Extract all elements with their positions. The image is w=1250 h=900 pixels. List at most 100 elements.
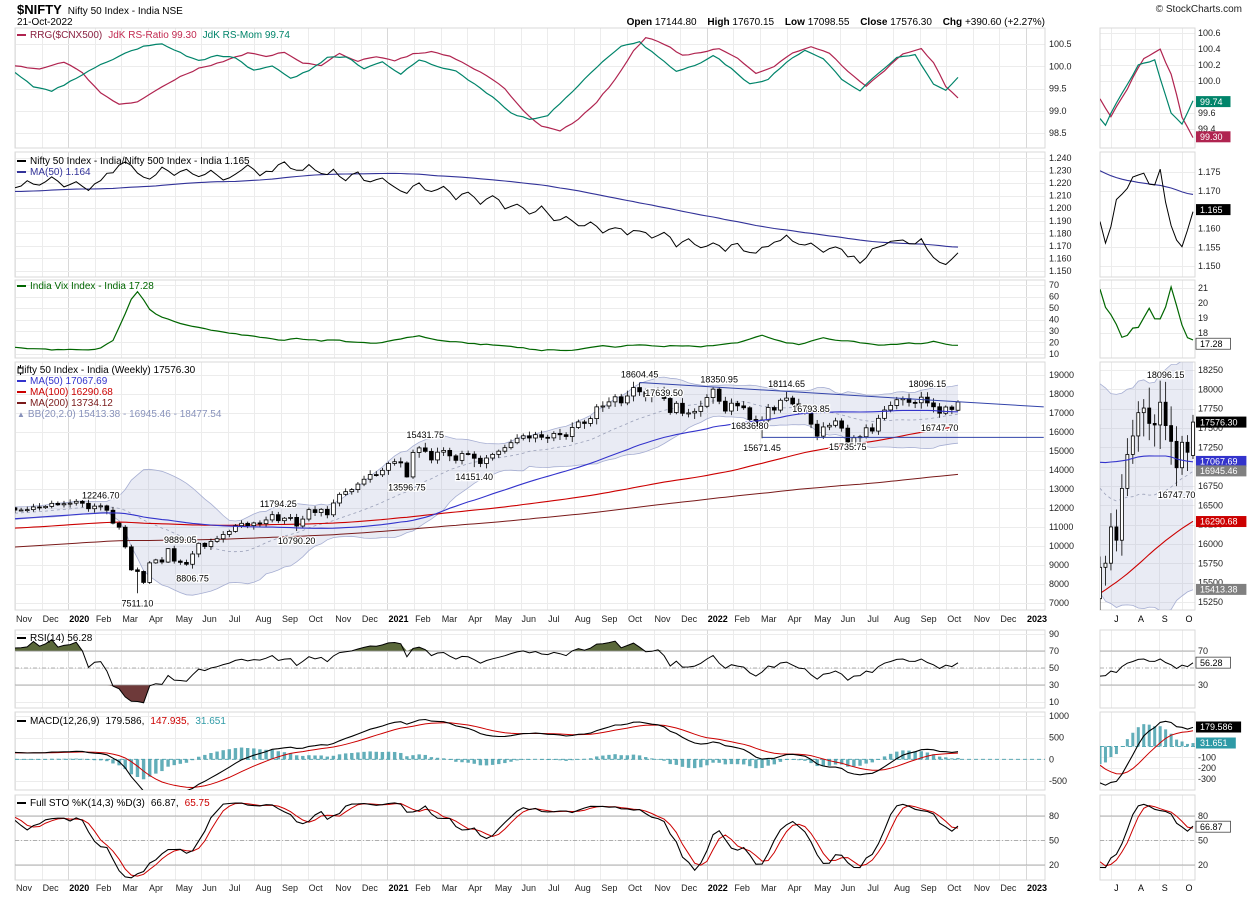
- x-month-label: Oct: [947, 614, 962, 624]
- y-tick-label: 15000: [1049, 446, 1074, 456]
- y-tick-label: 1.180: [1049, 228, 1072, 238]
- y-tick-label: 13000: [1049, 484, 1074, 494]
- y-tick-label: 19000: [1049, 370, 1074, 380]
- high-label: High: [707, 17, 730, 28]
- value-box-label: 66.87: [1200, 822, 1223, 832]
- value-box-label: 179.586: [1200, 722, 1233, 732]
- bb-lower: [1100, 589, 1194, 610]
- macd-signal-line: [1100, 730, 1194, 775]
- y-tick-label: 0: [1049, 754, 1054, 764]
- bb-lower: [15, 415, 959, 596]
- x-month-label: Dec: [681, 883, 698, 893]
- value-box: [1196, 516, 1247, 528]
- y-tick-label: 70: [1049, 646, 1059, 656]
- x-month-label: O: [1185, 883, 1192, 893]
- value-box: [1196, 721, 1242, 733]
- mini-y-tick-label: 15250: [1198, 597, 1223, 607]
- mini-y-tick-label: 19: [1198, 313, 1208, 323]
- y-tick-label: 7000: [1049, 598, 1069, 608]
- price-annotation: 16793.85: [792, 404, 830, 414]
- bb-band-fill: [15, 377, 958, 596]
- y-tick-label: 1.240: [1049, 153, 1072, 163]
- price-annotation: 8806.75: [176, 574, 209, 584]
- mini-y-tick-label: 99.4: [1198, 124, 1216, 134]
- ma100-line: [1100, 520, 1194, 594]
- panel-rrg-main: [15, 37, 959, 132]
- y-tick-label: 16000: [1049, 427, 1074, 437]
- x-month-label: 2022: [708, 883, 728, 893]
- x-month-label: Dec: [43, 883, 60, 893]
- y-tick-label: 100.5: [1049, 39, 1072, 49]
- x-month-label: A: [1138, 614, 1144, 624]
- close-label: Close: [860, 17, 888, 28]
- x-month-label: May: [495, 883, 513, 893]
- x-month-label: Aug: [255, 614, 271, 624]
- x-month-label: Feb: [96, 883, 112, 893]
- y-tick-label: 10: [1049, 349, 1059, 359]
- x-month-label: Oct: [628, 614, 643, 624]
- x-month-label: Sep: [282, 614, 298, 624]
- mini-y-tick-label: 30: [1198, 680, 1208, 690]
- x-month-label: May: [814, 614, 832, 624]
- price-annotation: 16747.70: [921, 423, 959, 433]
- mini-y-tick-label: 16000: [1198, 539, 1223, 549]
- x-month-label: Jul: [229, 614, 241, 624]
- price-annotation: 18604.45: [621, 370, 659, 380]
- y-tick-label: 10000: [1049, 541, 1074, 551]
- x-month-label: Dec: [362, 614, 379, 624]
- x-month-label: J: [1114, 883, 1119, 893]
- x-month-label: Sep: [282, 883, 298, 893]
- mini-y-tick-label: 80: [1198, 811, 1208, 821]
- mini-y-tick-label: 100.6: [1198, 28, 1221, 38]
- x-month-label: Sep: [921, 614, 937, 624]
- y-tick-label: 20: [1049, 860, 1059, 870]
- open-value: 17144.80: [654, 17, 697, 28]
- macd-line: [1100, 720, 1194, 786]
- panel-price-main: [15, 376, 1044, 596]
- x-month-label: Dec: [1000, 614, 1017, 624]
- mini-y-tick-label: 20: [1198, 860, 1208, 870]
- x-month-label: Aug: [894, 883, 910, 893]
- copyright: © StockCharts.com: [1155, 4, 1242, 15]
- x-month-label: Mar: [761, 614, 777, 624]
- x-month-label: Oct: [947, 883, 962, 893]
- price-annotation: 15431.75: [406, 430, 444, 440]
- quote-line: Open 17144.80 High 17670.15 Low 17098.55…: [619, 17, 1045, 28]
- rsi-line: [15, 639, 959, 704]
- x-month-label: Jun: [202, 883, 217, 893]
- mini-y-tick-label: 1.170: [1198, 186, 1221, 196]
- x-month-label: Nov: [974, 614, 991, 624]
- ratio-ma50-line: [15, 172, 959, 248]
- axis-value-boxes: 99.74 99.30 1.165 17.28 17576.30 17067.691694…: [1195, 96, 1247, 833]
- panel-rsi-mini: [1100, 650, 1195, 686]
- price-annotation: 18096.15: [1147, 370, 1185, 380]
- x-month-label: May: [176, 883, 194, 893]
- y-tick-label: 50: [1049, 835, 1059, 845]
- mini-y-tick-label: 50: [1198, 835, 1208, 845]
- panel-price-mini: [1100, 362, 1195, 610]
- value-box-label: 17.28: [1200, 339, 1223, 349]
- mini-y-tick-label: 1.160: [1198, 223, 1221, 233]
- panel-sto-mini: [1100, 803, 1195, 869]
- x-month-label: Dec: [681, 614, 698, 624]
- x-month-label: Nov: [974, 883, 991, 893]
- x-month-label: Feb: [415, 883, 431, 893]
- y-tick-label: -500: [1049, 776, 1067, 786]
- y-tick-label: 40: [1049, 315, 1059, 325]
- rsi-below-fill: [15, 685, 958, 703]
- mini-y-tick-label: 18: [1198, 328, 1208, 338]
- x-month-label: S: [1162, 614, 1168, 624]
- y-tick-label: 1.200: [1049, 203, 1072, 213]
- y-tick-label: 11000: [1049, 522, 1073, 532]
- sto-d-line: [15, 802, 959, 877]
- value-box: [1196, 96, 1231, 108]
- x-month-label: 2020: [69, 883, 89, 893]
- x-month-label: Jul: [548, 614, 560, 624]
- y-tick-label: 60: [1049, 292, 1059, 302]
- x-month-label: Mar: [442, 614, 458, 624]
- price-annotation: 9889.05: [164, 535, 197, 545]
- x-month-label: S: [1162, 883, 1168, 893]
- x-month-label: Jun: [522, 614, 537, 624]
- mini-y-tick-label: 15500: [1198, 578, 1223, 588]
